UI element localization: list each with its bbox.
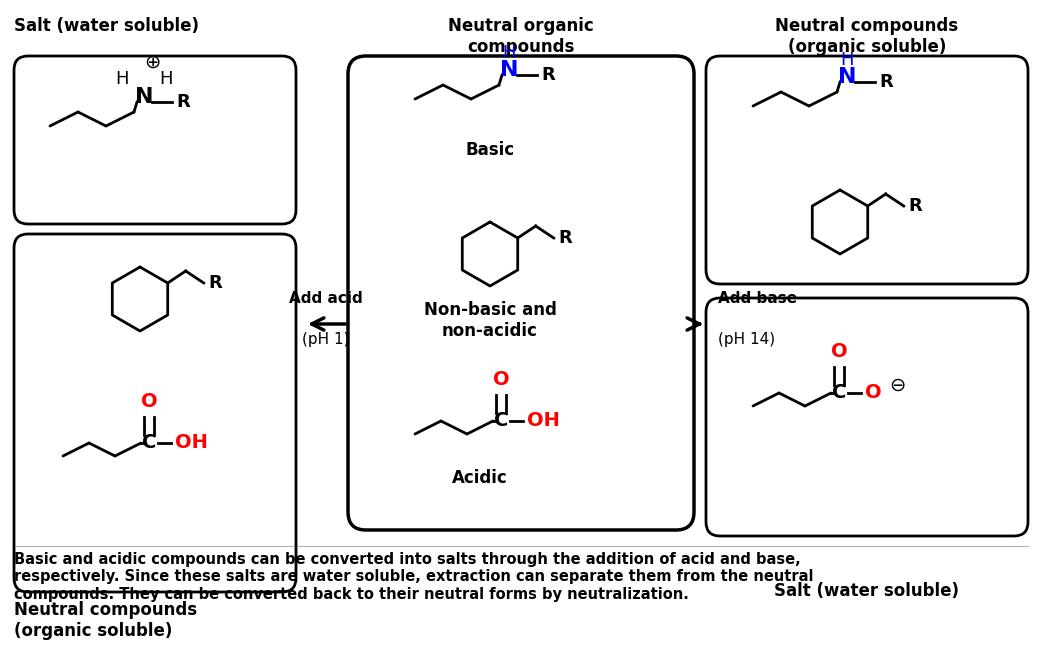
FancyBboxPatch shape [348, 56, 694, 530]
Text: Neutral organic
compounds: Neutral organic compounds [448, 17, 594, 56]
Text: H: H [502, 44, 516, 62]
Text: Salt (water soluble): Salt (water soluble) [774, 582, 960, 600]
Text: R: R [208, 274, 222, 292]
Text: R: R [559, 229, 572, 247]
Text: H: H [840, 51, 853, 69]
Text: R: R [909, 197, 922, 215]
Text: H: H [116, 70, 129, 88]
Text: Salt (water soluble): Salt (water soluble) [14, 17, 199, 35]
Text: Non-basic and
non-acidic: Non-basic and non-acidic [423, 301, 556, 340]
Text: O: O [141, 392, 157, 411]
Text: H: H [159, 70, 173, 88]
Text: O: O [830, 342, 847, 361]
FancyBboxPatch shape [14, 234, 296, 592]
FancyBboxPatch shape [706, 56, 1028, 284]
Text: N: N [134, 87, 153, 107]
Text: OH: OH [175, 434, 207, 453]
Text: Basic: Basic [466, 141, 515, 159]
Text: O: O [865, 383, 882, 402]
Text: O: O [493, 370, 510, 389]
Text: C: C [832, 383, 846, 402]
Text: OH: OH [527, 411, 560, 430]
Text: N: N [500, 60, 518, 80]
Text: R: R [541, 66, 554, 84]
FancyBboxPatch shape [14, 56, 296, 224]
Text: Neutral compounds
(organic soluble): Neutral compounds (organic soluble) [14, 601, 197, 640]
Text: ⊖: ⊖ [889, 375, 905, 394]
FancyBboxPatch shape [706, 298, 1028, 536]
Text: Neutral compounds
(organic soluble): Neutral compounds (organic soluble) [775, 17, 959, 56]
Text: (pH 14): (pH 14) [718, 332, 775, 347]
Text: R: R [176, 93, 190, 111]
Text: C: C [494, 411, 508, 430]
Text: N: N [838, 67, 857, 87]
Text: C: C [142, 434, 156, 453]
Text: Acidic: Acidic [452, 469, 507, 487]
Text: Add base: Add base [718, 291, 797, 306]
Text: Add acid: Add acid [289, 291, 363, 306]
Text: ⊕: ⊕ [144, 53, 160, 72]
Text: Basic and acidic compounds can be converted into salts through the addition of a: Basic and acidic compounds can be conver… [14, 552, 814, 602]
Text: (pH 1): (pH 1) [302, 332, 350, 347]
Text: R: R [879, 73, 893, 91]
